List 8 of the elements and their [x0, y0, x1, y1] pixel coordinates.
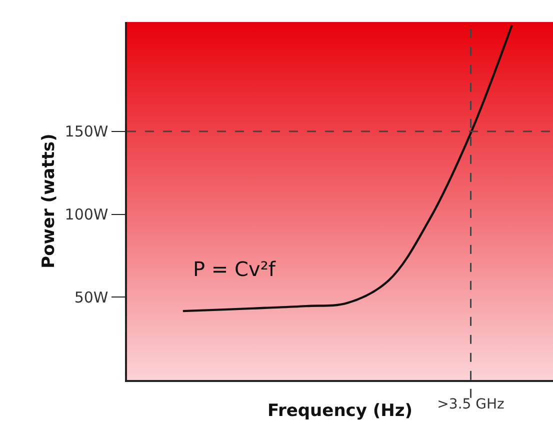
y-tick-label: 150W: [64, 122, 108, 141]
line-series: [182, 24, 513, 312]
y-axis-title: Power (watts): [38, 134, 59, 268]
y-tick-label: 100W: [64, 206, 108, 224]
annotation: P = Cv²f: [193, 257, 276, 281]
x-tick-label: >3.5 GHz: [437, 396, 504, 413]
x-axis-title: Frequency (Hz): [267, 401, 413, 421]
y-tick-label: 50W: [74, 288, 108, 306]
